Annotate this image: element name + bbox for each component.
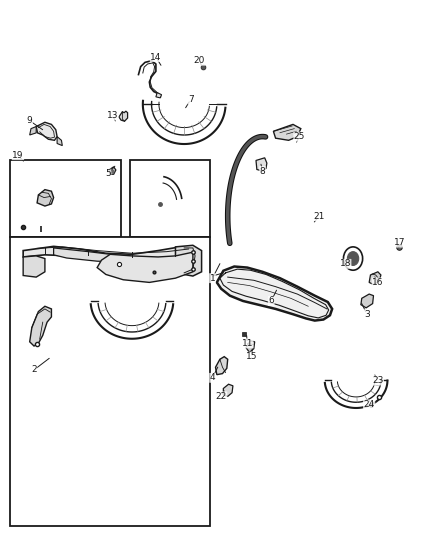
Text: 25: 25 <box>294 132 305 141</box>
Text: 16: 16 <box>372 278 384 287</box>
Bar <box>10 160 121 237</box>
Polygon shape <box>109 167 116 174</box>
Bar <box>130 160 210 237</box>
Text: 20: 20 <box>194 56 205 65</box>
Text: 22: 22 <box>215 392 227 401</box>
Polygon shape <box>119 111 127 121</box>
Circle shape <box>347 252 359 265</box>
Text: 21: 21 <box>314 212 325 221</box>
Text: 3: 3 <box>364 310 370 319</box>
Polygon shape <box>30 126 36 135</box>
Polygon shape <box>246 341 254 352</box>
Polygon shape <box>36 122 57 140</box>
Polygon shape <box>256 158 267 171</box>
Polygon shape <box>97 252 193 282</box>
Polygon shape <box>57 136 62 146</box>
Polygon shape <box>223 384 233 397</box>
Text: 15: 15 <box>246 352 258 361</box>
Text: 17: 17 <box>394 238 405 247</box>
Text: 24: 24 <box>364 400 375 409</box>
Polygon shape <box>53 248 176 262</box>
Text: 4: 4 <box>210 373 215 382</box>
Bar <box>10 237 210 526</box>
Polygon shape <box>23 246 193 260</box>
Text: 6: 6 <box>268 296 274 305</box>
Text: 5: 5 <box>105 169 111 178</box>
Polygon shape <box>23 256 45 277</box>
Text: 18: 18 <box>339 260 351 268</box>
Polygon shape <box>215 357 228 375</box>
Polygon shape <box>361 294 374 308</box>
Text: 2: 2 <box>31 366 37 374</box>
Polygon shape <box>273 124 301 140</box>
Text: 13: 13 <box>106 111 118 120</box>
Text: 1: 1 <box>210 273 215 282</box>
Text: 8: 8 <box>260 166 265 175</box>
Polygon shape <box>30 306 51 346</box>
Polygon shape <box>176 245 201 276</box>
Text: 23: 23 <box>372 376 384 385</box>
Text: 19: 19 <box>12 151 24 160</box>
Polygon shape <box>369 272 381 285</box>
Polygon shape <box>37 190 53 206</box>
Polygon shape <box>217 266 332 320</box>
Text: 7: 7 <box>188 95 194 104</box>
Polygon shape <box>156 93 162 98</box>
Text: 14: 14 <box>150 53 162 62</box>
Text: 9: 9 <box>27 116 32 125</box>
Text: 11: 11 <box>241 339 253 348</box>
